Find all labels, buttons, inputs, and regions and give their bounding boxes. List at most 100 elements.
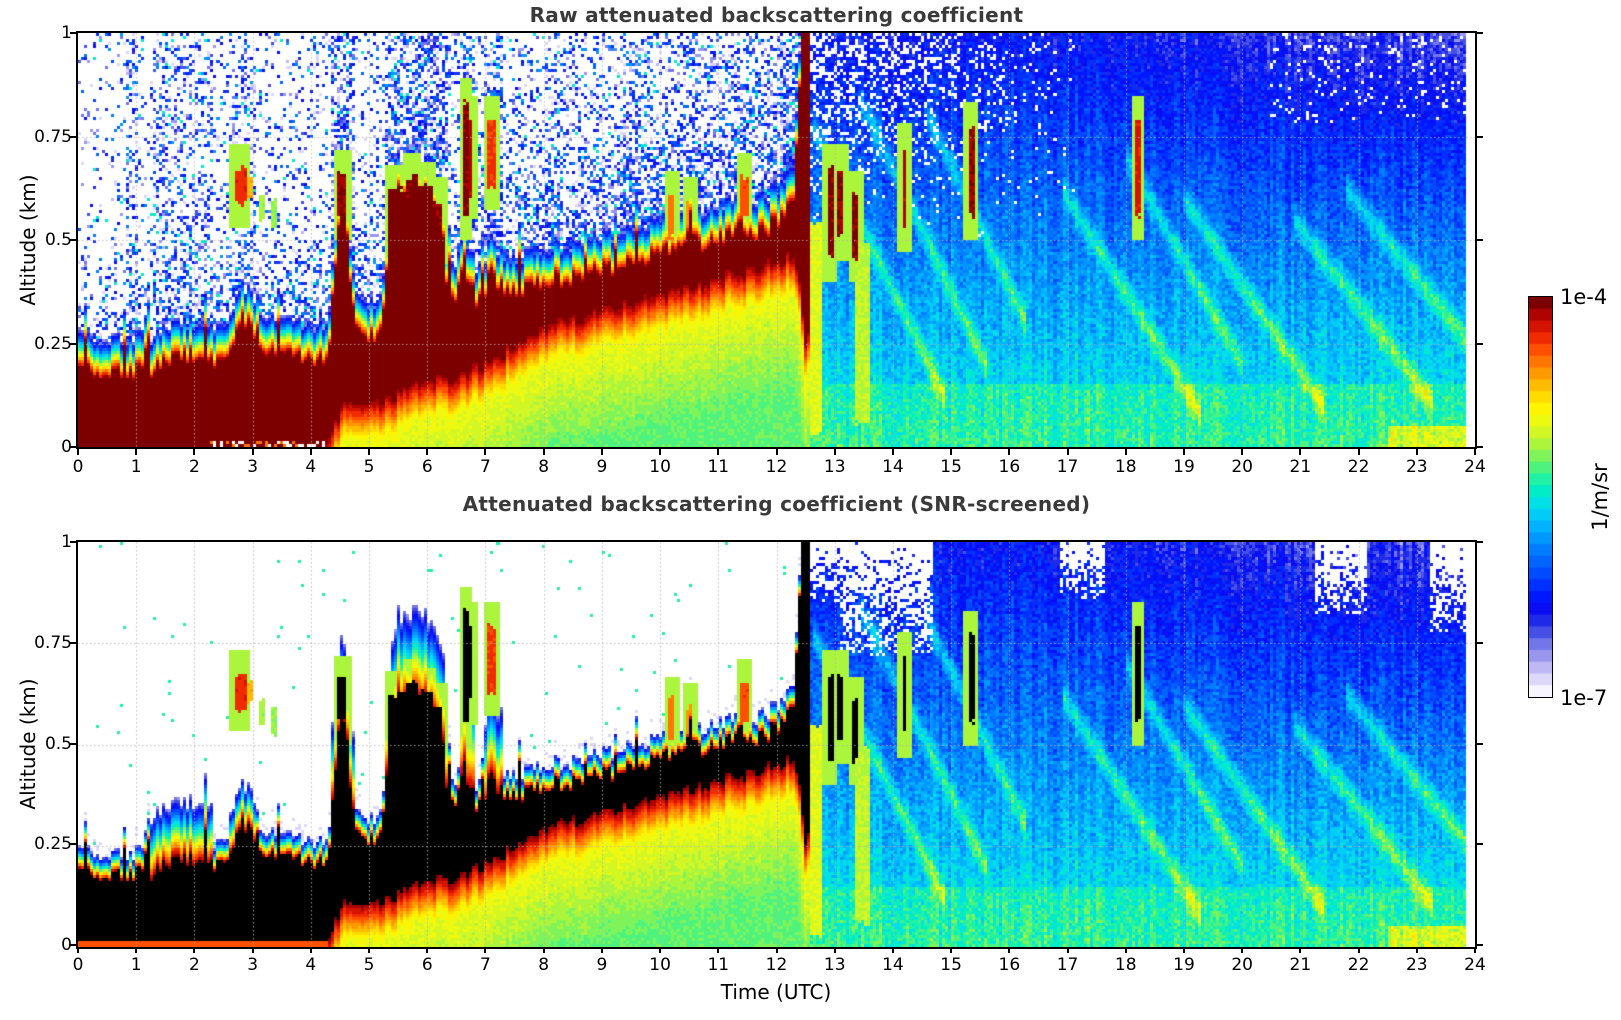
x-tick-label: 8	[538, 955, 550, 975]
x-tick-mark	[1415, 449, 1418, 455]
x-tick-mark	[1474, 449, 1476, 455]
x-tick-label: 12	[765, 457, 788, 477]
x-tick-label: 8	[538, 457, 550, 477]
x-tick-label: 18	[1114, 955, 1137, 975]
panel-raw-plot-area	[76, 31, 1477, 449]
x-tick-label: 11	[707, 955, 730, 975]
y-tick-mark	[70, 239, 76, 241]
x-tick-label: 5	[363, 955, 375, 975]
x-tick-label: 12	[765, 955, 788, 975]
x-tick-label: 20	[1231, 955, 1253, 975]
x-tick-label: 4	[305, 457, 317, 477]
x-tick-mark	[1241, 947, 1244, 953]
y-tick-mark-right	[1477, 742, 1483, 745]
x-tick-label: 3	[247, 955, 259, 975]
y-tick-mark-right	[1477, 944, 1483, 946]
x-tick-mark	[484, 947, 487, 953]
x-tick-mark	[1415, 947, 1418, 953]
x-tick-mark	[542, 449, 545, 455]
x-tick-label: 15	[940, 955, 962, 975]
x-tick-mark	[1241, 449, 1244, 455]
x-tick-label: 9	[596, 457, 608, 477]
x-tick-mark	[309, 449, 312, 455]
colorbar-units-label: 1/m/sr	[1588, 463, 1612, 531]
x-tick-mark	[426, 449, 429, 455]
x-tick-mark	[1008, 947, 1011, 953]
x-tick-mark	[833, 947, 836, 953]
x-tick-mark	[1066, 947, 1069, 953]
x-tick-mark	[600, 947, 603, 953]
x-tick-mark	[891, 449, 894, 455]
y-tick-label: 0.25	[34, 834, 72, 855]
y-tick-mark	[70, 541, 76, 543]
x-tick-label: 14	[882, 457, 904, 477]
x-tick-label: 20	[1231, 457, 1253, 477]
x-tick-label: 19	[1173, 457, 1195, 477]
y-tick-mark-right	[1477, 342, 1483, 345]
x-tick-mark	[368, 449, 371, 455]
y-tick-label: 0.75	[34, 126, 72, 147]
x-tick-label: 7	[480, 955, 491, 975]
x-tick-label: 21	[1289, 457, 1312, 477]
y-tick-mark	[70, 446, 76, 448]
y-tick-mark	[70, 944, 76, 946]
x-tick-mark	[950, 449, 953, 455]
x-tick-label: 0	[72, 955, 84, 975]
x-tick-mark	[135, 449, 138, 455]
x-tick-mark	[659, 449, 662, 455]
x-tick-mark	[251, 449, 254, 455]
y-tick-label: 0.5	[44, 733, 72, 754]
x-tick-label: 10	[649, 955, 671, 975]
x-axis-label: Time (UTC)	[720, 980, 832, 1004]
y-tick-mark-right	[1477, 641, 1483, 644]
x-tick-label: 23	[1405, 955, 1428, 975]
x-tick-label: 17	[1056, 955, 1079, 975]
x-tick-label: 10	[649, 457, 671, 477]
x-tick-mark	[1008, 449, 1011, 455]
x-tick-label: 13	[823, 955, 846, 975]
panel-screened-title: Attenuated backscattering coefficient (S…	[462, 492, 1091, 516]
x-tick-label: 0	[72, 457, 84, 477]
x-tick-mark	[542, 947, 545, 953]
x-tick-mark	[426, 947, 429, 953]
panel-raw-title: Raw attenuated backscattering coefficien…	[529, 3, 1024, 27]
x-tick-mark	[1124, 449, 1127, 455]
x-tick-mark	[77, 947, 79, 953]
x-tick-mark	[775, 449, 778, 455]
x-tick-label: 13	[823, 457, 846, 477]
y-tick-mark	[70, 843, 76, 846]
colorbar-gradient	[1529, 297, 1552, 697]
x-tick-label: 15	[940, 457, 962, 477]
x-tick-mark	[717, 449, 720, 455]
x-tick-label: 21	[1289, 955, 1312, 975]
y-axis-label-screened: Altitude (km)	[16, 678, 40, 810]
x-tick-label: 7	[480, 457, 491, 477]
x-tick-mark	[193, 947, 196, 953]
x-tick-mark	[775, 947, 778, 953]
x-tick-label: 2	[188, 955, 200, 975]
colorbar-max-label: 1e-4	[1560, 285, 1608, 309]
x-tick-mark	[1357, 947, 1360, 953]
y-tick-label: 0.75	[34, 632, 72, 653]
x-tick-mark	[251, 947, 254, 953]
panel-screened-heatmap	[78, 542, 1475, 947]
x-tick-label: 5	[363, 457, 375, 477]
x-tick-mark	[1474, 947, 1476, 953]
x-tick-mark	[891, 947, 894, 953]
x-tick-mark	[77, 449, 79, 455]
x-tick-mark	[135, 947, 138, 953]
y-tick-label: 1	[61, 23, 72, 43]
x-tick-mark	[659, 947, 662, 953]
x-tick-mark	[950, 947, 953, 953]
x-tick-label: 4	[305, 955, 317, 975]
x-tick-mark	[1182, 449, 1185, 455]
x-tick-label: 16	[998, 457, 1021, 477]
x-tick-label: 22	[1347, 955, 1370, 975]
panel-raw-heatmap	[78, 33, 1475, 447]
y-tick-mark	[70, 32, 76, 34]
x-tick-mark	[484, 449, 487, 455]
x-tick-label: 19	[1173, 955, 1195, 975]
colorbar-min-label: 1e-7	[1560, 686, 1608, 710]
x-tick-label: 9	[596, 955, 608, 975]
x-tick-label: 23	[1405, 457, 1428, 477]
